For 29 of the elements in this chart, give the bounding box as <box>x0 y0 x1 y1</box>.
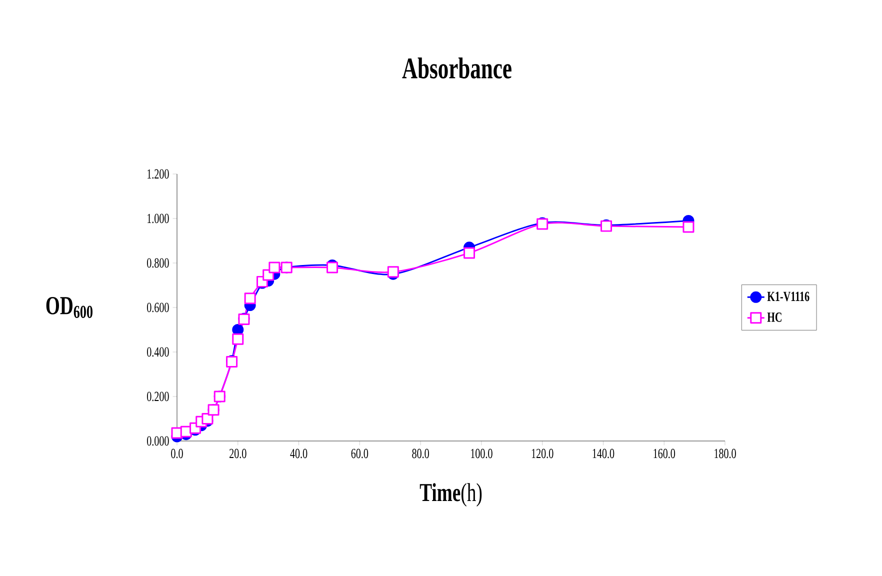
point <box>244 292 256 304</box>
x-tick-label: 140.0 <box>592 448 614 458</box>
y-tick-label: 0.000 <box>147 436 169 446</box>
x-tick-label: 40.0 <box>290 448 308 458</box>
y-tick-label: 1.000 <box>148 214 169 224</box>
y-tick-label: 0.600 <box>147 302 169 312</box>
x-tick-label: 120.0 <box>532 448 554 458</box>
x-tick-label: 160.0 <box>654 448 676 458</box>
legend-label: HC <box>767 312 782 322</box>
chart-title: Absorbance <box>402 57 512 79</box>
point <box>682 221 694 233</box>
point <box>464 247 476 259</box>
x-tick-label: 20.0 <box>230 448 246 458</box>
point <box>268 262 280 274</box>
y-tick-label: 0.200 <box>147 392 169 402</box>
x-tick-label: 180.0 <box>714 448 736 458</box>
point <box>326 262 338 274</box>
legend-label: K1-V1116 <box>767 292 810 302</box>
point <box>232 333 244 345</box>
y-tick-label: 0.400 <box>147 347 169 357</box>
x-axis-title: Time(h) <box>420 483 482 507</box>
y-tick-label: 0.800 <box>147 258 169 268</box>
x-tick-label: 0.0 <box>171 448 183 458</box>
x-tick-label: 80.0 <box>412 448 429 458</box>
y-axis-title: OD$_{600}$ <box>46 296 92 318</box>
x-tick-label: 100.0 <box>471 448 492 458</box>
x-tick-label: 60.0 <box>351 448 368 458</box>
point <box>202 413 214 424</box>
y-tick-label: 1.200 <box>148 169 169 179</box>
